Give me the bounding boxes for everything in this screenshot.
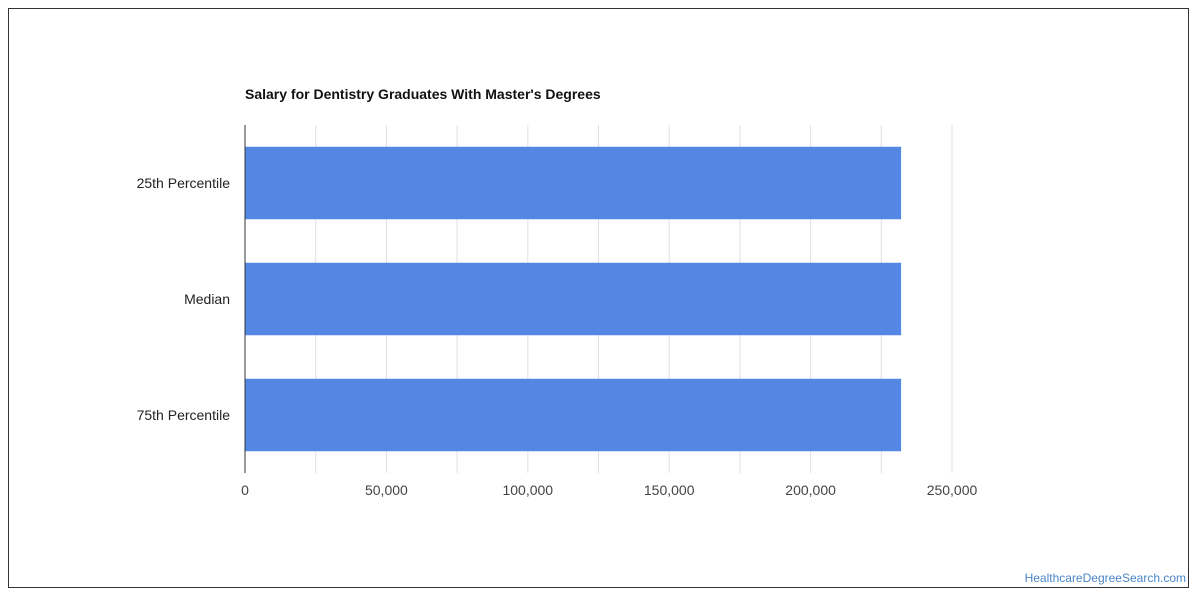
x-tick-label: 50,000 xyxy=(365,482,408,498)
bar[interactable] xyxy=(245,378,902,452)
category-label: Median xyxy=(184,291,230,307)
bar[interactable] xyxy=(245,146,902,220)
category-label: 75th Percentile xyxy=(137,407,231,423)
bar[interactable] xyxy=(245,262,902,336)
chart-title: Salary for Dentistry Graduates With Mast… xyxy=(245,86,601,102)
x-tick-label: 150,000 xyxy=(644,482,695,498)
bars xyxy=(245,146,902,452)
x-tick-label: 0 xyxy=(241,482,249,498)
x-tick-label: 100,000 xyxy=(502,482,553,498)
category-label: 25th Percentile xyxy=(137,175,231,191)
labels: 25th Percentile Median 75th Percentile 0 50,… xyxy=(137,175,978,498)
source-watermark[interactable]: HealthcareDegreeSearch.com xyxy=(1024,571,1186,585)
x-tick-label: 250,000 xyxy=(927,482,978,498)
x-tick-label: 200,000 xyxy=(785,482,836,498)
